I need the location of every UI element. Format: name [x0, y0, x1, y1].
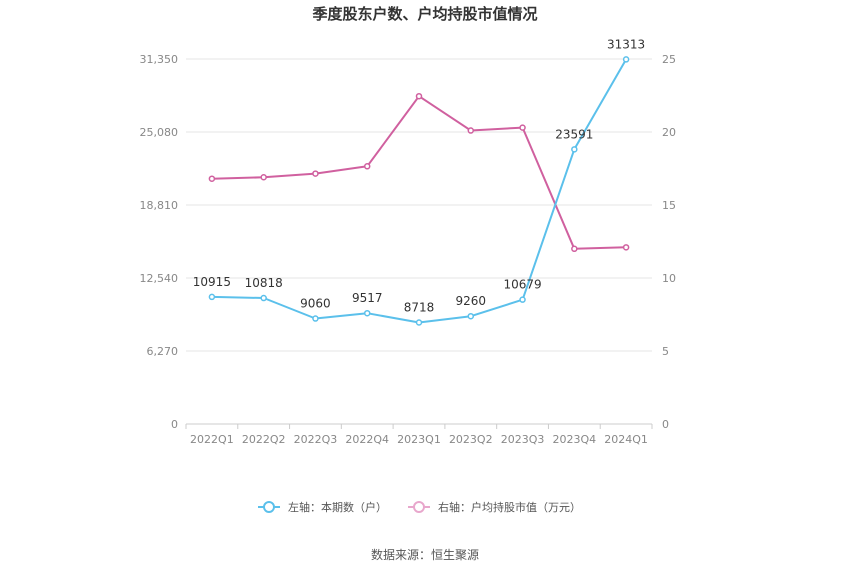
right-tick-label: 20 [662, 126, 676, 139]
legend: 左轴：本期数（户） 右轴：户均持股市值（万元） [258, 500, 581, 514]
data-label: 9517 [352, 291, 383, 305]
left-axis-ticks: 0 6,270 12,540 18,810 25,080 31,350 [140, 53, 179, 431]
data-point-count [519, 296, 526, 303]
data-point-count [571, 146, 578, 153]
data-point-count [622, 56, 630, 63]
x-tick-label: 2022Q3 [294, 433, 338, 446]
data-point-value [571, 245, 578, 253]
right-tick-label: 10 [662, 272, 676, 285]
legend-count-marker [263, 501, 275, 513]
left-tick-label: 6,270 [147, 345, 179, 358]
x-tick-label: 2023Q2 [449, 433, 493, 446]
data-point-value [208, 175, 216, 182]
data-point-count [467, 312, 475, 320]
data-label: 9060 [300, 297, 331, 311]
x-tick-label: 2023Q3 [501, 433, 545, 446]
source-note: 数据来源：恒生聚源 [371, 547, 479, 562]
legend-item-count[interactable]: 左轴：本期数（户） [258, 500, 387, 514]
legend-value-label: 右轴：户均持股市值（万元） [438, 500, 581, 514]
data-label: 9260 [456, 294, 487, 308]
data-point-count [363, 309, 371, 317]
data-point-value [312, 170, 319, 177]
left-tick-label: 0 [171, 418, 178, 431]
data-label: 10679 [503, 278, 541, 292]
right-tick-label: 5 [662, 345, 669, 358]
data-point-count [415, 319, 423, 326]
grid-lines [186, 58, 652, 425]
right-tick-label: 0 [662, 418, 669, 431]
right-tick-label: 15 [662, 199, 676, 212]
data-point-value [363, 163, 371, 170]
data-point-count [312, 315, 319, 322]
x-tick-label: 2023Q1 [397, 433, 441, 446]
legend-count-label: 左轴：本期数（户） [288, 500, 387, 514]
x-tick-label: 2022Q1 [190, 433, 234, 446]
chart-title: 季度股东户数、户均持股市值情况 [312, 5, 537, 23]
data-point-value [467, 127, 475, 134]
data-point-value [415, 92, 423, 100]
data-point-value [622, 244, 630, 251]
x-axis: 2022Q1 2022Q2 2022Q3 2022Q4 2023Q1 2023Q2 2023… [185, 424, 653, 446]
data-point-value [519, 124, 526, 131]
data-point-count [208, 293, 216, 301]
x-tick-label: 2023Q4 [553, 433, 597, 446]
data-labels: 10915 10818 9060 9517 8718 9260 10679 23591 3131… [193, 37, 645, 314]
data-label: 23591 [555, 127, 593, 141]
data-label: 31313 [607, 37, 645, 51]
x-tick-label: 2022Q4 [345, 433, 389, 446]
series-line-value [211, 95, 627, 250]
left-tick-label: 12,540 [140, 272, 179, 285]
data-point-value [260, 174, 267, 181]
legend-item-value[interactable]: 右轴：户均持股市值（万元） [408, 500, 581, 514]
x-tick-label: 2022Q2 [242, 433, 286, 446]
right-axis-ticks: 0 5 10 15 20 25 [662, 53, 676, 431]
legend-value-marker [413, 501, 425, 513]
left-tick-label: 18,810 [140, 199, 179, 212]
left-tick-label: 31,350 [140, 53, 179, 66]
right-tick-label: 25 [662, 53, 676, 66]
data-label: 10915 [193, 275, 231, 289]
data-label: 10818 [245, 276, 283, 290]
data-point-count [260, 294, 267, 302]
x-tick-label: 2024Q1 [604, 433, 648, 446]
data-label: 8718 [404, 300, 435, 314]
series-points [208, 56, 630, 326]
left-tick-label: 25,080 [140, 126, 179, 139]
